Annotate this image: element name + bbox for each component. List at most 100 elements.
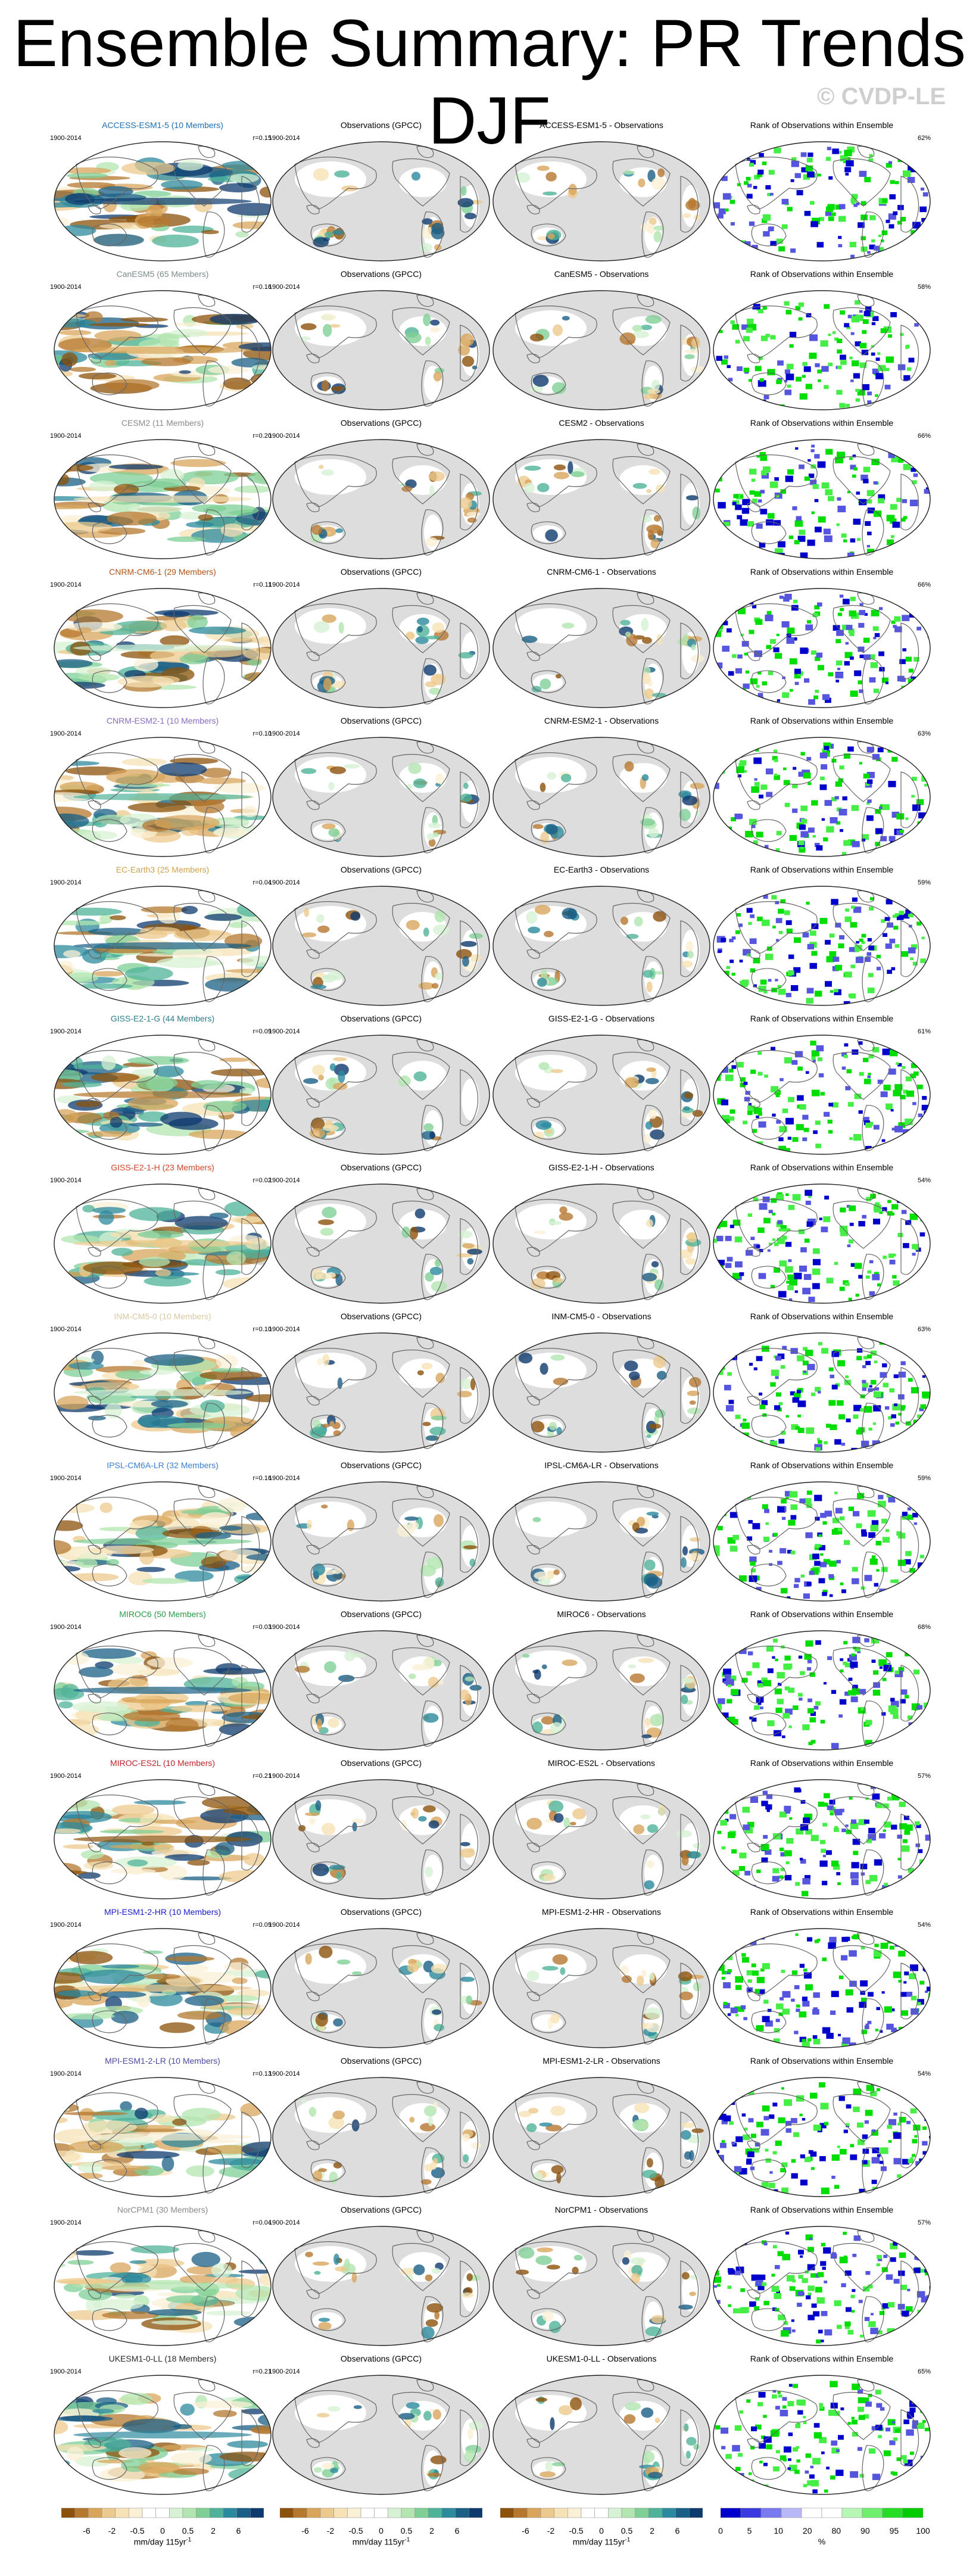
rank-percent: 65% bbox=[917, 2368, 931, 2375]
panel-obs: Observations (GPCC) 1900-2014 bbox=[269, 266, 491, 415]
panel-rank: Rank of Observations within Ensemble 63% bbox=[712, 712, 932, 861]
panel-title: Rank of Observations within Ensemble bbox=[750, 2205, 894, 2214]
period-label: 1900-2014 bbox=[50, 2219, 82, 2226]
period-label: 1900-2014 bbox=[269, 2070, 300, 2077]
panel-diff: CNRM-ESM2-1 - Observations bbox=[491, 712, 712, 861]
panel-rank: Rank of Observations within Ensemble 54% bbox=[712, 2052, 932, 2201]
diff-map bbox=[492, 1183, 710, 1304]
panel-obs: Observations (GPCC) 1900-2014 bbox=[269, 117, 491, 266]
colorbar-tick-label: 100 bbox=[916, 2526, 930, 2535]
colorbar-unit: mm/day 115yr-1 bbox=[572, 2537, 631, 2547]
rank-map bbox=[713, 2375, 931, 2495]
trend-colorbar-diff: -6 -2 -0.5 0 0.5 2 6 mm/day 115yr-1 bbox=[500, 2505, 703, 2547]
colorbar-swatch bbox=[115, 2508, 129, 2518]
colorbar-swatch bbox=[801, 2508, 822, 2518]
colorbar-swatch bbox=[500, 2508, 514, 2518]
period-label: 1900-2014 bbox=[50, 2368, 82, 2375]
panel-title: Rank of Observations within Ensemble bbox=[750, 2354, 894, 2363]
obs-map bbox=[272, 141, 490, 261]
panel-obs: Observations (GPCC) 1900-2014 bbox=[269, 1457, 491, 1606]
colorbar-tick-label: 0.5 bbox=[182, 2526, 194, 2535]
panel-title: Rank of Observations within Ensemble bbox=[750, 716, 894, 725]
panel-model: NorCPM1 (30 Members) 1900-2014 r=0.04 bbox=[50, 2201, 273, 2350]
panel-diff: CNRM-CM6-1 - Observations bbox=[491, 563, 712, 712]
diff-map bbox=[492, 886, 710, 1006]
period-label: 1900-2014 bbox=[269, 1326, 300, 1333]
model-map bbox=[54, 2375, 272, 2495]
panel-model: ACCESS-ESM1-5 (10 Members) 1900-2014 r=0.1… bbox=[50, 117, 273, 266]
diff-map bbox=[492, 1481, 710, 1602]
colorbar-swatch bbox=[61, 2508, 75, 2518]
rank-percent: 66% bbox=[917, 432, 931, 440]
model-row: IPSL-CM6A-LR (32 Members) 1900-2014 r=0.16… bbox=[0, 1457, 979, 1606]
diff-map bbox=[492, 1630, 710, 1750]
colorbar-swatch bbox=[182, 2508, 197, 2518]
panel-rank: Rank of Observations within Ensemble 65% bbox=[712, 2350, 932, 2499]
colorbar-swatch bbox=[675, 2508, 690, 2518]
panel-diff: CESM2 - Observations bbox=[491, 415, 712, 563]
colorbar-unit: % bbox=[818, 2537, 826, 2546]
diff-map bbox=[492, 290, 710, 410]
model-map bbox=[54, 439, 272, 559]
model-map bbox=[54, 588, 272, 708]
colorbar-swatch bbox=[101, 2508, 116, 2518]
colorbar-swatch bbox=[374, 2508, 388, 2518]
rank-map bbox=[713, 1481, 931, 1602]
panel-title: CNRM-ESM2-1 - Observations bbox=[544, 716, 659, 725]
panel-diff: IPSL-CM6A-LR - Observations bbox=[491, 1457, 712, 1606]
rank-percent: 54% bbox=[917, 1177, 931, 1184]
panel-title: CanESM5 (65 Members) bbox=[116, 269, 209, 279]
colorbar-swatch bbox=[250, 2508, 264, 2518]
colorbar-tick-label: 6 bbox=[675, 2526, 680, 2535]
colorbar-swatch bbox=[720, 2508, 741, 2518]
panel-rank: Rank of Observations within Ensemble 63% bbox=[712, 1308, 932, 1457]
panel-title: INM-CM5-0 (10 Members) bbox=[114, 1312, 211, 1321]
panel-rank: Rank of Observations within Ensemble 59% bbox=[712, 1457, 932, 1606]
rank-percent: 63% bbox=[917, 730, 931, 737]
panel-title: UKESM1-0-LL - Observations bbox=[546, 2354, 657, 2363]
period-label: 1900-2014 bbox=[50, 1624, 82, 1631]
colorbar-tick-label: -2 bbox=[326, 2526, 335, 2535]
obs-map bbox=[272, 1035, 490, 1155]
colorbar-tick-label: 20 bbox=[802, 2526, 812, 2535]
rank-map bbox=[713, 439, 931, 559]
model-map bbox=[54, 1928, 272, 2048]
panel-rank: Rank of Observations within Ensemble 58% bbox=[712, 266, 932, 415]
panel-title: Rank of Observations within Ensemble bbox=[750, 567, 894, 577]
colorbar-swatch bbox=[74, 2508, 89, 2518]
pattern-correlation: r=0.02 bbox=[252, 1177, 272, 1184]
panel-obs: Observations (GPCC) 1900-2014 bbox=[269, 1308, 491, 1457]
colorbar-swatch bbox=[568, 2508, 582, 2518]
period-label: 1900-2014 bbox=[269, 2368, 300, 2375]
colorbar-swatch bbox=[581, 2508, 595, 2518]
panel-rank: Rank of Observations within Ensemble 66% bbox=[712, 415, 932, 563]
colorbar-tick-label: 90 bbox=[860, 2526, 870, 2535]
panel-title: CNRM-ESM2-1 (10 Members) bbox=[106, 716, 219, 725]
diff-map bbox=[492, 1928, 710, 2048]
model-map bbox=[54, 290, 272, 410]
pattern-correlation: r=0.16 bbox=[252, 1475, 272, 1482]
panel-model: EC-Earth3 (25 Members) 1900-2014 r=0.04 bbox=[50, 861, 273, 1010]
model-row: UKESM1-0-LL (18 Members) 1900-2014 r=0.21 O… bbox=[0, 2350, 979, 2499]
period-label: 1900-2014 bbox=[50, 1921, 82, 1929]
rank-percent: 59% bbox=[917, 1475, 931, 1482]
model-map bbox=[54, 1481, 272, 1602]
diff-map bbox=[492, 1035, 710, 1155]
rank-map bbox=[713, 886, 931, 1006]
period-label: 1900-2014 bbox=[269, 135, 300, 142]
panel-title: Observations (GPCC) bbox=[340, 865, 422, 874]
panel-title: MIROC-ES2L (10 Members) bbox=[110, 1758, 216, 1768]
pattern-correlation: r=0.15 bbox=[252, 135, 272, 142]
pattern-correlation: r=0.04 bbox=[252, 879, 272, 886]
colorbar-swatch bbox=[760, 2508, 782, 2518]
panel-model: CESM2 (11 Members) 1900-2014 r=0.20 bbox=[50, 415, 273, 563]
panel-model: MIROC6 (50 Members) 1900-2014 r=0.03 bbox=[50, 1606, 273, 1755]
period-label: 1900-2014 bbox=[269, 1624, 300, 1631]
colorbar-swatch bbox=[821, 2508, 843, 2518]
panel-diff: MPI-ESM1-2-LR - Observations bbox=[491, 2052, 712, 2201]
colorbar-tick-label: 0 bbox=[379, 2526, 384, 2535]
obs-map bbox=[272, 1332, 490, 1453]
pattern-correlation: r=0.13 bbox=[252, 2070, 272, 2077]
panel-title: MPI-ESM1-2-HR - Observations bbox=[542, 1907, 661, 1917]
period-label: 1900-2014 bbox=[50, 1177, 82, 1184]
